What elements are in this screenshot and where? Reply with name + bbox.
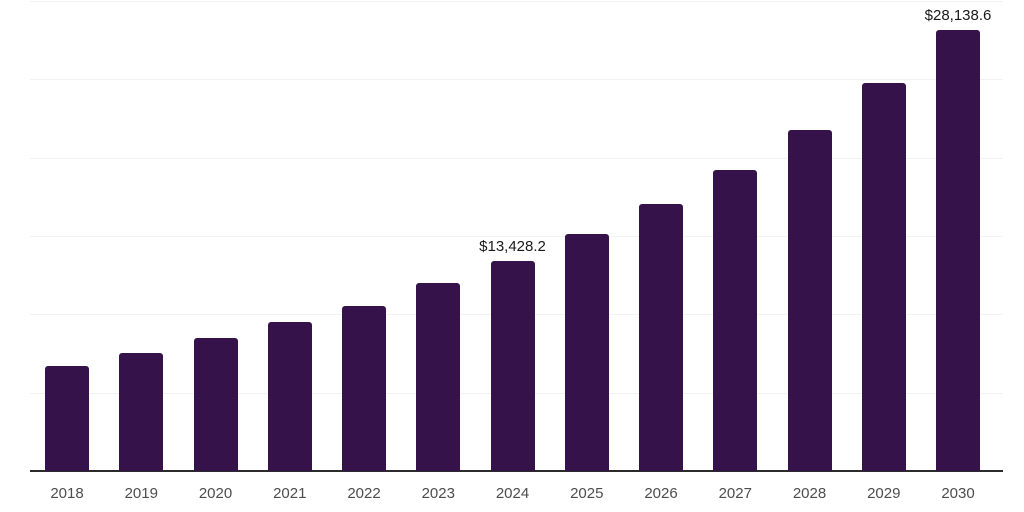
x-tick-label-2023: 2023: [421, 485, 455, 502]
bar-2028: [787, 130, 832, 471]
bar-slot-2024: $13,428.2 2024: [479, 0, 546, 512]
bar-value-label-2030: $28,138.6: [924, 7, 992, 25]
bar-2018: [45, 366, 89, 471]
bar-2026: [639, 204, 683, 471]
bar-slot-2021: 2021: [267, 0, 312, 512]
gridline: [30, 236, 1003, 237]
bar-slot-2030: $28,138.6 2030: [925, 0, 992, 512]
x-tick-label-2029: 2029: [867, 485, 901, 502]
bar-slot-2029: 2029: [861, 0, 906, 512]
x-tick-label-2030: 2030: [941, 485, 975, 502]
bar-2027: [713, 170, 758, 471]
bar-2021: [267, 322, 312, 471]
x-tick-label-2025: 2025: [570, 485, 604, 502]
bar-slot-2022: 2022: [342, 0, 386, 512]
bar-slot-2026: 2026: [639, 0, 683, 512]
bar-2030: [936, 30, 980, 471]
bar-2025: [564, 234, 609, 471]
bar-slot-2018: 2018: [45, 0, 89, 512]
x-tick-label-2019: 2019: [124, 485, 158, 502]
bar-slot-2023: 2023: [416, 0, 461, 512]
bar-2019: [119, 353, 164, 471]
bar-slot-2028: 2028: [787, 0, 832, 512]
bar-slot-2020: 2020: [193, 0, 238, 512]
bar-slot-2027: 2027: [713, 0, 758, 512]
gridline: [30, 79, 1003, 81]
x-tick-label-2024: 2024: [495, 485, 530, 502]
x-axis-line: [30, 470, 1003, 472]
x-tick-label-2027: 2027: [718, 485, 752, 502]
bar-value-label-2024: $13,428.2: [479, 237, 546, 255]
x-tick-label-2021: 2021: [273, 485, 307, 502]
bar-2023: [416, 283, 461, 471]
x-tick-label-2026: 2026: [644, 485, 678, 502]
gridline: [30, 157, 1003, 159]
bar-2022: [342, 306, 386, 471]
bars-row: 2018 2019 2020 2021 2022 2023 $13,428.2 2024 202…: [30, 0, 1003, 512]
bar-2029: [861, 83, 906, 471]
bar-slot-2025: 2025: [564, 0, 609, 512]
x-tick-label-2020: 2020: [198, 485, 233, 502]
gridline: [30, 1, 1003, 2]
plot-area: 2018 2019 2020 2021 2022 2023 $13,428.2 2024 202…: [30, 0, 1003, 512]
bar-2020: [193, 338, 238, 471]
bar-2024: [490, 260, 535, 471]
bar-slot-2019: 2019: [119, 0, 164, 512]
x-tick-label-2028: 2028: [792, 485, 827, 502]
x-tick-label-2018: 2018: [50, 485, 84, 502]
x-tick-label-2022: 2022: [347, 485, 381, 502]
